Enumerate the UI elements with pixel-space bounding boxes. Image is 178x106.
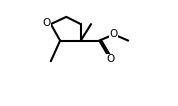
Text: O: O — [107, 54, 115, 64]
Text: O: O — [42, 18, 50, 28]
Text: O: O — [109, 29, 117, 39]
